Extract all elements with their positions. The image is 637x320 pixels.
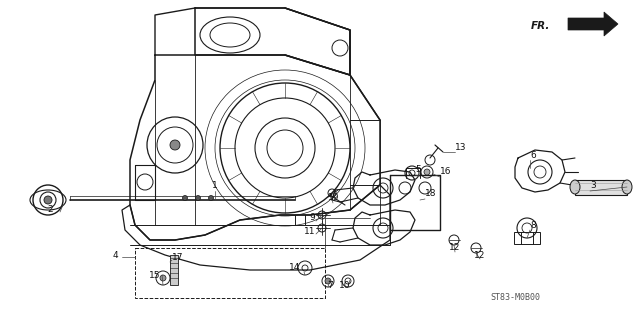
Polygon shape xyxy=(568,12,618,36)
Text: ST83-M0B00: ST83-M0B00 xyxy=(490,293,540,302)
Text: 17: 17 xyxy=(172,253,183,262)
Text: 11: 11 xyxy=(303,228,315,236)
Ellipse shape xyxy=(622,180,632,194)
Bar xyxy=(575,180,627,195)
Circle shape xyxy=(170,140,180,150)
Text: 7: 7 xyxy=(327,281,333,290)
Text: 12: 12 xyxy=(449,244,461,252)
Text: FR.: FR. xyxy=(531,21,550,31)
Circle shape xyxy=(160,275,166,281)
Bar xyxy=(135,248,325,298)
Text: 10: 10 xyxy=(340,281,351,290)
Text: 9: 9 xyxy=(309,213,315,222)
Circle shape xyxy=(208,196,213,201)
Circle shape xyxy=(182,196,187,201)
Text: 3: 3 xyxy=(590,180,596,189)
Text: 13: 13 xyxy=(455,143,466,153)
Bar xyxy=(514,232,540,244)
Text: 16: 16 xyxy=(440,167,452,177)
Text: 8: 8 xyxy=(530,220,536,229)
Bar xyxy=(170,255,178,285)
Ellipse shape xyxy=(570,180,580,194)
Circle shape xyxy=(424,169,430,175)
Circle shape xyxy=(196,196,201,201)
Circle shape xyxy=(44,196,52,204)
Text: 19: 19 xyxy=(328,194,340,203)
Text: 5: 5 xyxy=(415,165,421,174)
Text: 14: 14 xyxy=(289,263,300,273)
Text: 18: 18 xyxy=(425,188,436,197)
Text: 1: 1 xyxy=(212,180,218,189)
Text: 4: 4 xyxy=(112,251,118,260)
Text: 6: 6 xyxy=(530,150,536,159)
Text: 12: 12 xyxy=(475,251,485,260)
Text: 15: 15 xyxy=(148,270,160,279)
Circle shape xyxy=(325,278,331,284)
Text: 2: 2 xyxy=(47,205,53,214)
